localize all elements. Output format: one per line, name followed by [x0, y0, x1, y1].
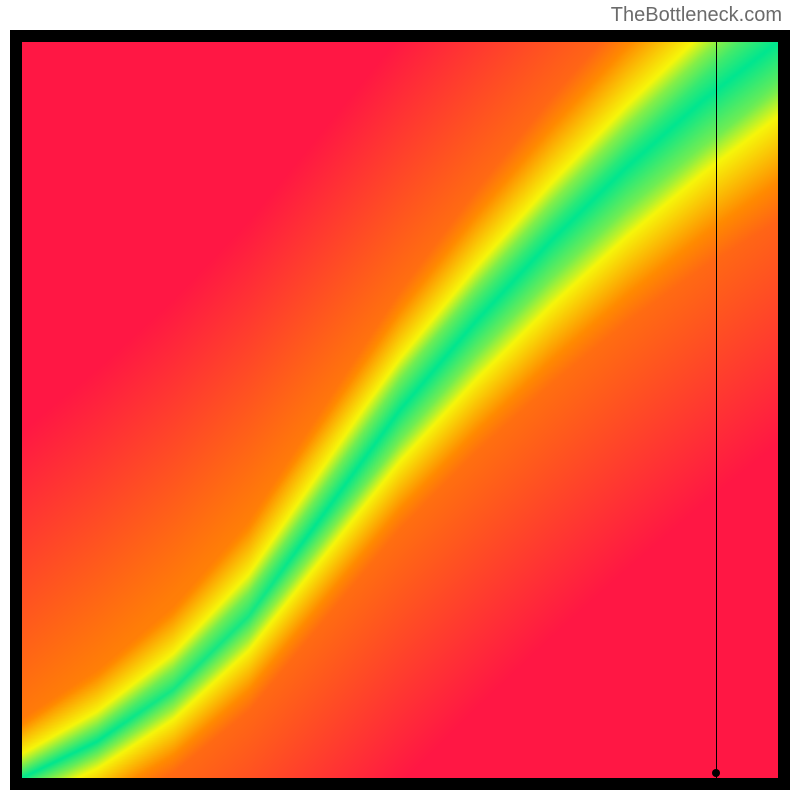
heatmap-canvas [22, 42, 778, 778]
heatmap-plot [10, 30, 790, 790]
watermark-label: TheBottleneck.com [611, 4, 782, 27]
chart-container: TheBottleneck.com [0, 0, 800, 800]
